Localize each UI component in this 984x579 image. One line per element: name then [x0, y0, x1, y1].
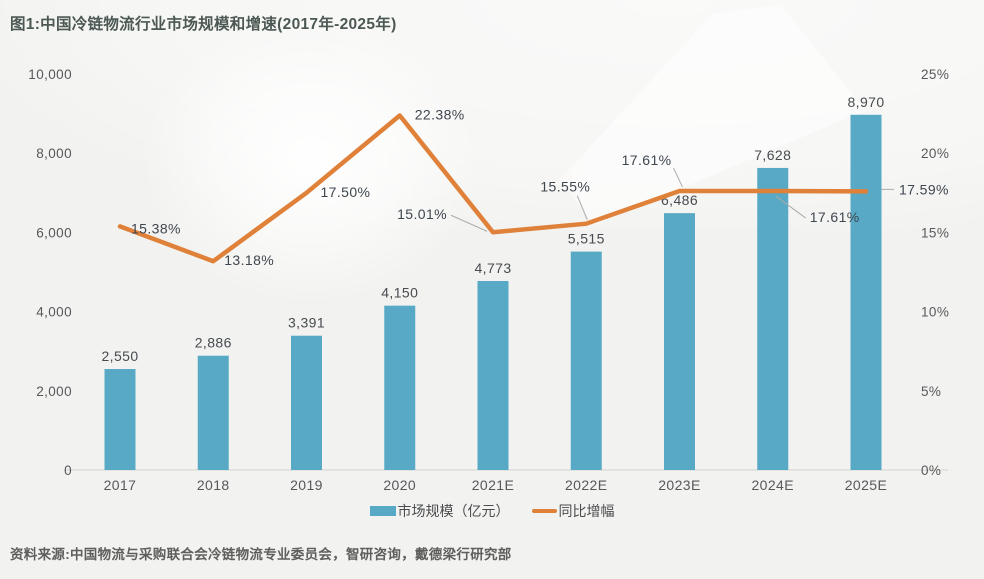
y-axis-right-tick: 20% [921, 146, 949, 161]
growth-label-leader-2023E [673, 167, 683, 188]
growth-label-leader-2024E [775, 195, 807, 219]
legend: 市场规模（亿元） 同比增幅 [0, 501, 984, 521]
y-axis-right-tick: 25% [921, 67, 949, 82]
legend-item-market-size: 市场规模（亿元） [369, 501, 510, 521]
growth-value-label-2021E: 15.01% [397, 206, 447, 222]
bar-value-label-2025E: 8,970 [847, 94, 884, 110]
bar-2023E [664, 213, 695, 470]
growth-value-label-2019: 17.50% [321, 184, 371, 200]
x-axis-label-2021E: 2021E [472, 477, 514, 493]
bar-2024E [757, 167, 789, 470]
growth-label-leader-2022E [576, 195, 588, 220]
y-axis-right-tick: 5% [921, 384, 941, 399]
bar-2019 [291, 335, 322, 470]
x-axis-label-2020: 2020 [383, 477, 416, 493]
growth-line [117, 113, 869, 264]
y-axis-left-tick: 10,000 [28, 67, 72, 82]
bar-2025E [850, 114, 882, 471]
y-axis-left-tick: 2,000 [36, 384, 72, 399]
bar-value-label-2017: 2,550 [101, 348, 138, 364]
bar-value-label-2021E: 4,773 [474, 260, 511, 276]
bar-2022E [570, 251, 602, 470]
y-axis-left-tick: 8,000 [36, 146, 72, 161]
growth-value-label-2020: 22.38% [415, 107, 465, 123]
bar-value-label-2024E: 7,628 [754, 147, 791, 163]
x-axis-label-2019: 2019 [290, 477, 323, 493]
y-axis-right-tick: 10% [921, 305, 949, 320]
growth-value-label-2018: 13.18% [224, 252, 274, 268]
bar-value-label-2018: 2,886 [195, 335, 232, 351]
y-axis-left-tick: 6,000 [36, 225, 72, 240]
source-note: 资料来源:中国物流与采购联合会冷链物流专业委员会，智研咨询，戴德梁行研究部 [10, 547, 512, 562]
y-axis-left-tick: 0 [64, 463, 72, 478]
growth-value-label-2023E: 17.61% [622, 152, 672, 168]
legend-item-growth: 同比增幅 [531, 501, 615, 521]
legend-label-growth: 同比增幅 [558, 503, 615, 519]
bar-value-label-2020: 4,150 [381, 285, 418, 301]
x-axis-label-2018: 2018 [197, 477, 230, 493]
bar-2021E [477, 280, 509, 470]
bar-value-label-2022E: 5,515 [568, 231, 605, 247]
x-axis-label-2022E: 2022E [565, 477, 607, 493]
chart-title: 图1:中国冷链物流行业市场规模和增速(2017年-2025年) [10, 16, 397, 33]
growth-label-leader-2021E [450, 214, 488, 232]
growth-value-label-2025E: 17.59% [899, 181, 949, 197]
bar-2018 [197, 355, 229, 470]
bar-2017 [104, 369, 136, 470]
x-axis-label-2017: 2017 [104, 477, 137, 493]
x-axis-label-2023E: 2023E [658, 477, 700, 493]
legend-label-market-size: 市场规模（亿元） [397, 503, 510, 519]
bar-series-swatch [369, 506, 396, 516]
growth-value-label-2017: 15.38% [131, 220, 181, 236]
bar-2020 [384, 305, 416, 470]
x-axis-label-2024E: 2024E [752, 477, 794, 493]
y-axis-left-tick: 4,000 [36, 305, 72, 320]
x-axis-label-2025E: 2025E [845, 477, 887, 493]
y-axis-right-tick: 0% [921, 463, 941, 478]
y-axis-right-tick: 15% [921, 225, 949, 240]
line-series-swatch [531, 509, 557, 513]
growth-value-label-2022E: 15.55% [540, 179, 590, 195]
growth-value-label-2024E: 17.61% [810, 209, 860, 225]
bar-value-label-2019: 3,391 [288, 315, 325, 331]
